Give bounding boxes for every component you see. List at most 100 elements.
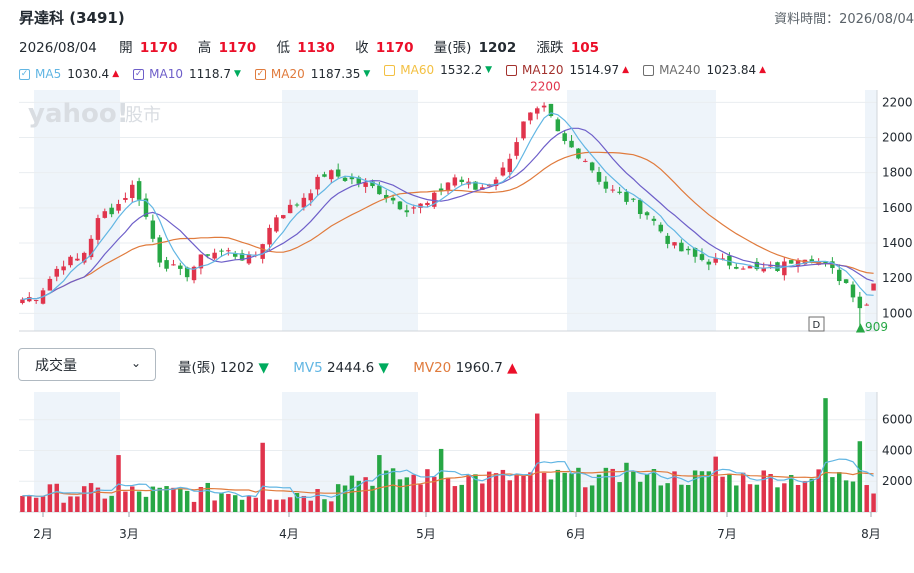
month-label: 6月 bbox=[566, 527, 586, 541]
volume-bar bbox=[164, 486, 169, 512]
candle-body bbox=[658, 224, 664, 232]
volume-bar bbox=[226, 493, 231, 512]
volume-bar bbox=[184, 490, 190, 512]
volume-bar bbox=[239, 499, 245, 512]
volume-bar bbox=[20, 495, 25, 512]
volume-bar bbox=[260, 442, 265, 512]
candle-body bbox=[734, 266, 739, 269]
checkbox-icon[interactable] bbox=[506, 64, 518, 76]
candle-body bbox=[404, 210, 410, 213]
candle-body bbox=[191, 266, 197, 281]
volume-bar bbox=[610, 468, 615, 512]
price-tick-label: 1800 bbox=[882, 166, 913, 180]
up-arrow-icon: ▲ bbox=[112, 69, 120, 79]
volume-bar bbox=[706, 471, 712, 512]
ma-legend-item-ma240[interactable]: MA240 1023.84 ▲ bbox=[643, 63, 766, 77]
volume-bar bbox=[445, 477, 451, 512]
candle-body bbox=[287, 204, 293, 214]
ma-name: MA120 bbox=[522, 63, 564, 77]
down-arrow-icon: ▼ bbox=[363, 69, 371, 79]
low-annotation: ▲909 bbox=[856, 320, 888, 334]
candle-body bbox=[521, 121, 526, 139]
mv5-line bbox=[22, 458, 874, 499]
ma-legend-item-ma5[interactable]: ✓ MA5 1030.4 ▲ bbox=[19, 67, 119, 81]
candle-body bbox=[795, 259, 801, 267]
candle-body bbox=[631, 198, 636, 200]
candle-body bbox=[610, 189, 615, 191]
quote-date: 2026/08/04 bbox=[19, 40, 97, 56]
ma5-line bbox=[22, 112, 874, 301]
candle-body bbox=[727, 255, 732, 266]
candle-body bbox=[782, 261, 787, 276]
volume-bar bbox=[576, 467, 581, 512]
volume-bar bbox=[349, 475, 355, 512]
ma-legend-item-ma60[interactable]: MA60 1532.2 ▼ bbox=[384, 63, 492, 77]
volume-bar bbox=[335, 484, 341, 512]
volume-bar bbox=[665, 483, 670, 512]
candle-body bbox=[747, 266, 753, 269]
volume-bar bbox=[823, 398, 828, 512]
volume-bar bbox=[322, 499, 327, 512]
volume-bar bbox=[75, 496, 80, 512]
volume-bar bbox=[747, 484, 753, 512]
candle-body bbox=[171, 264, 176, 266]
candle-body bbox=[452, 177, 458, 186]
candle-body bbox=[459, 179, 464, 183]
ma-name: MA20 bbox=[270, 67, 305, 81]
vol-down-arrow-icon: ▼ bbox=[258, 360, 269, 376]
volume-bar bbox=[583, 487, 588, 512]
candle-body bbox=[20, 299, 25, 304]
ma-legend-item-ma10[interactable]: ✓ MA10 1118.7 ▼ bbox=[133, 67, 241, 81]
checkbox-icon[interactable]: ✓ bbox=[19, 68, 30, 80]
volume-bar bbox=[843, 480, 849, 512]
candle-body bbox=[130, 184, 135, 199]
candle-body bbox=[136, 181, 142, 200]
candle-body bbox=[768, 265, 773, 267]
volume-bar bbox=[857, 441, 863, 512]
ma-name: MA10 bbox=[149, 67, 183, 81]
volume-indicator-select[interactable]: 成交量 ⌄ bbox=[18, 348, 156, 381]
month-label: 8月 bbox=[861, 527, 881, 541]
volume-bar bbox=[788, 474, 794, 512]
candle-body bbox=[342, 177, 348, 181]
month-band bbox=[865, 392, 877, 512]
candle-body bbox=[637, 199, 643, 215]
volume-bar bbox=[624, 462, 629, 512]
candle-body bbox=[713, 258, 718, 263]
price-tick-label: 1400 bbox=[882, 236, 913, 250]
volume-bar bbox=[363, 477, 368, 512]
price-tick-label: 2200 bbox=[882, 95, 913, 109]
volume-bar bbox=[679, 484, 684, 512]
volume-bar bbox=[432, 476, 437, 512]
ma10-line bbox=[22, 127, 874, 301]
candle-body bbox=[871, 283, 876, 291]
candle-body bbox=[81, 252, 87, 263]
candle-body bbox=[143, 198, 149, 217]
volume-bar bbox=[274, 499, 279, 512]
volume-bar bbox=[281, 499, 286, 512]
volume-bar bbox=[480, 483, 485, 512]
quote-summary: 2026/08/04 開 1170 高 1170 低 1130 收 1170 量… bbox=[19, 36, 615, 56]
volume-bar bbox=[315, 489, 320, 512]
ma-legend: ✓ MA5 1030.4 ▲ ✓ MA10 1118.7 ▼ ✓ MA20 1187.35 ▼ MA60… bbox=[19, 63, 780, 81]
candle-body bbox=[246, 254, 252, 264]
checkbox-icon[interactable] bbox=[384, 64, 396, 76]
checkbox-icon[interactable]: ✓ bbox=[254, 68, 266, 80]
volume-bar bbox=[521, 475, 526, 512]
volume-bar bbox=[397, 479, 403, 512]
volume-bar bbox=[782, 483, 787, 512]
ma-legend-item-ma120[interactable]: MA120 1514.97 ▲ bbox=[506, 63, 629, 77]
volume-bar bbox=[864, 485, 869, 512]
candle-body bbox=[672, 242, 677, 246]
chevron-down-icon: ⌄ bbox=[130, 356, 141, 370]
close-label: 收 bbox=[355, 40, 369, 56]
ma-legend-item-ma20[interactable]: ✓ MA20 1187.35 ▼ bbox=[254, 67, 371, 81]
candle-body bbox=[329, 170, 334, 180]
volume-bar bbox=[130, 486, 135, 512]
up-arrow-icon: ▲ bbox=[759, 65, 767, 75]
checkbox-icon[interactable] bbox=[643, 64, 655, 76]
candle-body bbox=[27, 297, 32, 302]
checkbox-icon[interactable]: ✓ bbox=[133, 68, 145, 80]
volume-bar bbox=[528, 472, 533, 512]
